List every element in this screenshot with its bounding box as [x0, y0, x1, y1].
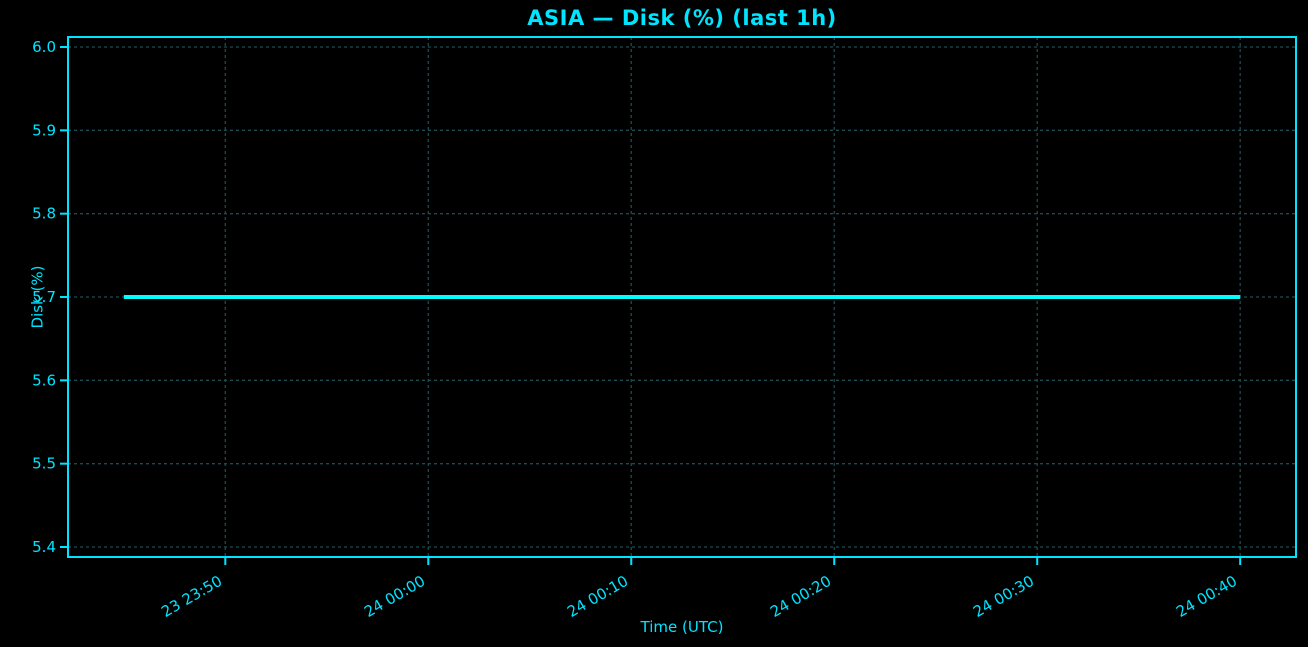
x-tick-label: 24 00:00 — [361, 572, 428, 621]
y-tick-label: 5.7 — [32, 288, 56, 306]
y-tick-label: 5.6 — [32, 371, 56, 389]
x-tick-label: 24 00:10 — [564, 572, 631, 621]
plot-border — [67, 36, 1297, 558]
x-axis-label: Time (UTC) — [640, 618, 724, 636]
y-tick-label: 5.4 — [32, 538, 56, 556]
y-tick-label: 5.9 — [32, 121, 56, 139]
y-axis-label: Disk (%) — [28, 265, 47, 329]
y-tick-label: 6.0 — [32, 38, 56, 56]
y-tick-label: 5.8 — [32, 205, 56, 223]
x-tick-label: 24 00:40 — [1173, 572, 1240, 621]
x-tick-label: 23 23:50 — [158, 572, 225, 621]
y-tick-label: 5.5 — [32, 455, 56, 473]
x-tick-label: 24 00:20 — [767, 572, 834, 621]
x-tick-label: 24 00:30 — [970, 572, 1037, 621]
chart-title: ASIA — Disk (%) (last 1h) — [527, 6, 837, 30]
